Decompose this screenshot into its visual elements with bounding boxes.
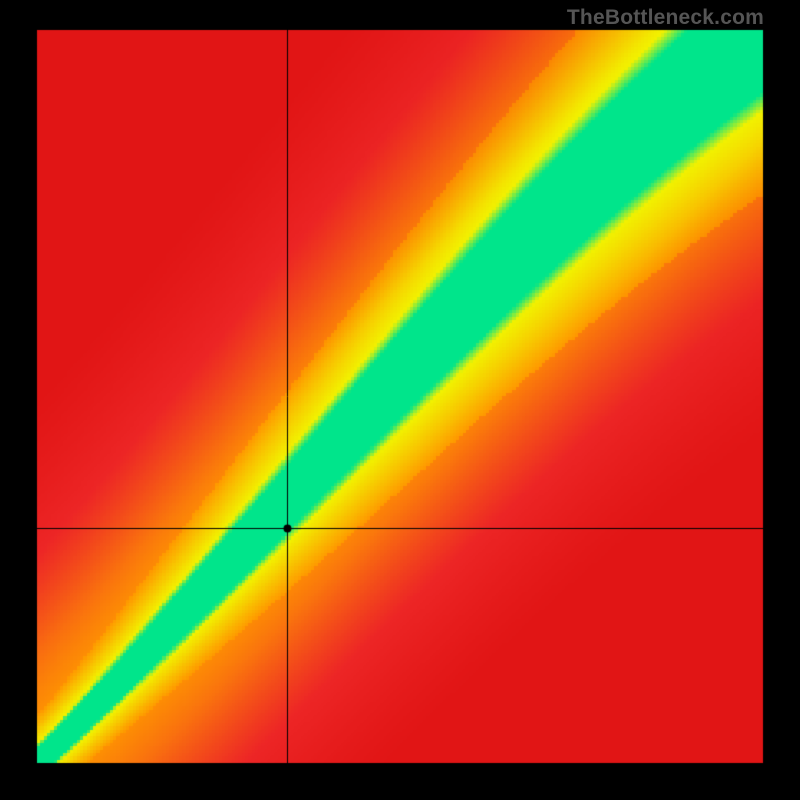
root: TheBottleneck.com — [0, 0, 800, 800]
watermark-text: TheBottleneck.com — [567, 6, 764, 30]
bottleneck-heatmap — [0, 0, 800, 800]
